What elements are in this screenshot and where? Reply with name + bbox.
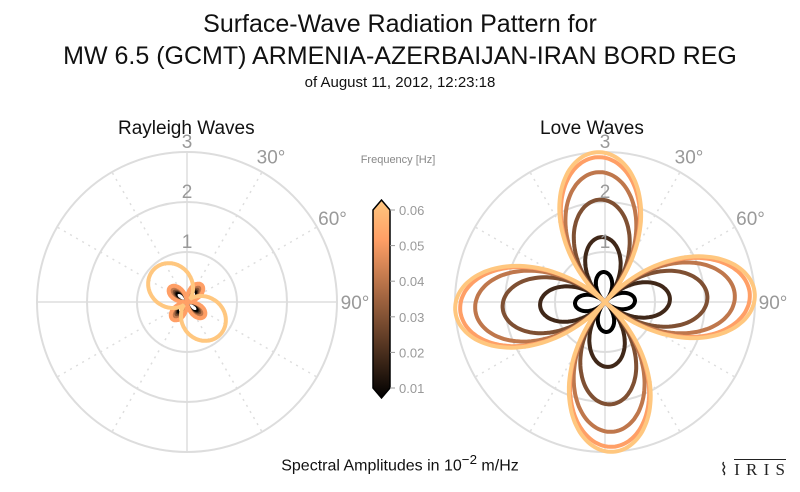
pattern-curve-0.05 <box>166 281 208 323</box>
xlabel-exponent: −2 <box>461 452 477 467</box>
r-tick-label: 3 <box>182 132 193 153</box>
pattern-curve-0.06 <box>146 261 228 343</box>
radial-gridline <box>86 201 288 403</box>
colorbar-tick-label: 0.05 <box>399 239 424 254</box>
x-axis-label: Spectral Amplitudes in 10−2 m/Hz <box>0 452 800 475</box>
xlabel-suffix: m/Hz <box>476 457 519 475</box>
r-tick-label: 2 <box>600 182 611 203</box>
radial-gridline <box>554 251 656 353</box>
theta-tick-label: 60° <box>736 209 765 230</box>
colorbar-tick-label: 0.06 <box>399 203 424 218</box>
colorbar-label: Frequency [Hz] <box>361 154 436 166</box>
theta-tick-label: 30° <box>257 148 286 169</box>
love-polar-plot: 1 2 3 30° 60° 90° <box>453 132 788 454</box>
r-tick-label: 1 <box>600 232 611 253</box>
xlabel-prefix: Spectral Amplitudes in 10 <box>281 457 462 475</box>
chart-title-line2: MW 6.5 (GCMT) ARMENIA-AZERBAIJAN-IRAN BO… <box>63 42 737 70</box>
chart-title-line1: Surface-Wave Radiation Pattern for <box>203 10 597 38</box>
colorbar-tick-label: 0.03 <box>399 310 424 325</box>
pattern-curve-0.06 <box>453 150 757 454</box>
angle-gridline <box>186 226 318 303</box>
radial-gridline <box>36 151 338 453</box>
angle-gridline <box>56 301 188 378</box>
colorbar-tick-label: 0.04 <box>399 274 424 289</box>
theta-tick-label: 90° <box>341 293 370 314</box>
r-tick-label: 2 <box>182 182 193 203</box>
pattern-curve-0.02 <box>538 235 672 369</box>
chart-subtitle-date: of August 11, 2012, 12:23:18 <box>304 74 496 91</box>
rayleigh-polar-plot: 1 2 3 30° 60° 90° <box>36 132 370 453</box>
radial-gridline <box>136 251 238 353</box>
colorbar-tick-label: 0.01 <box>399 381 424 396</box>
theta-tick-label: 90° <box>759 293 788 314</box>
theta-tick-label: 60° <box>318 209 347 230</box>
colorbar <box>372 198 391 400</box>
r-tick-label: 3 <box>600 132 611 153</box>
love-title: Love Waves <box>540 118 644 139</box>
rayleigh-title: Rayleigh Waves <box>118 118 255 139</box>
iris-logo: ⌇ I R I S <box>719 459 786 479</box>
colorbar-tick-label: 0.02 <box>399 345 424 360</box>
theta-tick-label: 30° <box>675 148 704 169</box>
r-tick-label: 1 <box>182 232 193 253</box>
